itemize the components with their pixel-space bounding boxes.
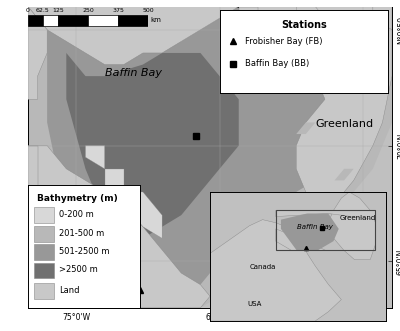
Bar: [58, 15, 88, 26]
Bar: [276, 211, 376, 250]
Text: 501-2500 m: 501-2500 m: [59, 247, 110, 256]
Text: 375: 375: [112, 8, 124, 14]
Text: 500: 500: [142, 8, 154, 14]
Polygon shape: [276, 211, 376, 220]
Text: Baffin Bay: Baffin Bay: [105, 68, 162, 78]
Polygon shape: [281, 213, 339, 250]
Text: >2500 m: >2500 m: [59, 265, 98, 274]
Text: 201-500 m: 201-500 m: [59, 229, 105, 238]
Polygon shape: [124, 192, 162, 238]
Bar: [28, 15, 43, 26]
Text: N: N: [297, 11, 305, 21]
Polygon shape: [28, 7, 392, 65]
Polygon shape: [28, 7, 47, 99]
Bar: [34, 208, 54, 223]
Text: Greenland: Greenland: [315, 119, 373, 129]
Polygon shape: [328, 192, 376, 260]
Text: 0-200 m: 0-200 m: [59, 210, 94, 219]
Polygon shape: [276, 229, 326, 250]
Text: 62.5: 62.5: [36, 8, 50, 14]
Text: 125: 125: [52, 8, 64, 14]
Polygon shape: [210, 220, 341, 321]
Polygon shape: [373, 7, 392, 30]
Polygon shape: [86, 146, 105, 169]
Text: Land: Land: [59, 286, 80, 295]
Text: Baffin Bay (BB): Baffin Bay (BB): [245, 59, 310, 68]
Polygon shape: [105, 169, 124, 192]
Polygon shape: [28, 146, 210, 308]
Text: Greenland: Greenland: [339, 214, 376, 221]
Bar: [34, 262, 54, 278]
Polygon shape: [334, 169, 354, 180]
Text: Frobisher Bay (FB): Frobisher Bay (FB): [245, 37, 323, 46]
Bar: [88, 15, 118, 26]
Polygon shape: [296, 7, 354, 53]
Bar: [43, 15, 58, 26]
Polygon shape: [28, 7, 392, 308]
Text: 0: 0: [26, 8, 30, 14]
Polygon shape: [239, 7, 392, 215]
Text: USA: USA: [248, 301, 262, 307]
Polygon shape: [239, 7, 258, 18]
Polygon shape: [315, 192, 334, 204]
Bar: [34, 226, 54, 242]
Text: Baffin Bay: Baffin Bay: [297, 224, 333, 230]
Polygon shape: [296, 122, 315, 134]
Bar: [34, 244, 54, 260]
Text: Bathymetry (m): Bathymetry (m): [37, 194, 118, 203]
Text: 250: 250: [82, 8, 94, 14]
Polygon shape: [66, 53, 239, 238]
Text: Stations: Stations: [281, 20, 327, 30]
Bar: [118, 15, 148, 26]
Polygon shape: [47, 7, 373, 308]
Bar: [34, 283, 54, 299]
Text: Baffin Island: Baffin Island: [74, 189, 135, 199]
Text: Canada: Canada: [249, 264, 276, 270]
Text: km: km: [150, 17, 161, 24]
Polygon shape: [28, 146, 38, 192]
